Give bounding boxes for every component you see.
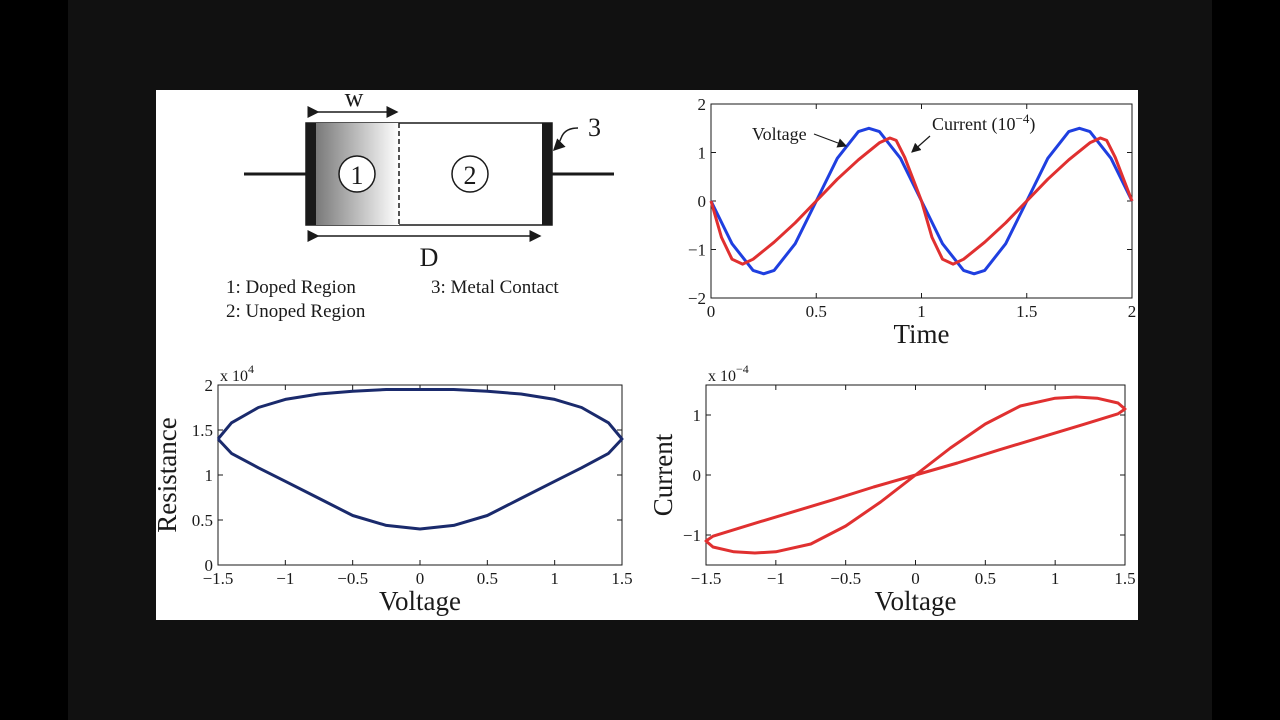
y-tick-label: 1: [698, 144, 707, 163]
y-tick-label: 0: [693, 466, 702, 485]
annotation-current-base: Current (10: [932, 114, 1015, 135]
x-tick-label: −0.5: [337, 569, 368, 588]
x-tick-label: 1: [917, 302, 926, 321]
x-axis-label: Voltage: [875, 586, 957, 616]
x-tick-label: 0.5: [975, 569, 996, 588]
x-tick-label: −1.5: [203, 569, 234, 588]
x-tick-label: −0.5: [830, 569, 861, 588]
figure-svg: 1 2 w D 3 1: Doped Region 2: Unoped Regi…: [152, 83, 1136, 616]
annotation-current-exponent: −4: [1015, 111, 1029, 126]
axis-multiplier-exponent: 4: [248, 362, 254, 376]
legend-doped-region: 1: Doped Region: [226, 277, 356, 298]
axis-multiplier-base: x 10: [708, 368, 736, 385]
region-1-marker: [338, 155, 376, 193]
x-tick-label: 1: [1051, 569, 1060, 588]
annotation-voltage-arrow: [813, 133, 848, 148]
current-voltage-plot: −1.5 −1 −0.5 0 0.5 1 1.5 1 0 −1 Voltage Current x 10…: [648, 362, 1136, 616]
axis-multiplier: x 104: [220, 362, 254, 385]
y-tick-label: 2: [698, 95, 707, 114]
left-metal-contact: [306, 123, 316, 225]
d-dimension-label: D: [420, 243, 439, 272]
series-line-curve: [216, 388, 624, 531]
y-tick-label: −2: [688, 289, 706, 308]
x-tick-label: −1.5: [691, 569, 722, 588]
region-2-label: 2: [464, 161, 477, 190]
x-tick-label: 1.5: [1016, 302, 1037, 321]
y-tick-label: 0: [205, 556, 214, 575]
plot-frame: [217, 384, 623, 566]
y-tick-label: 0.5: [192, 511, 213, 530]
contact-number-label: 3: [588, 113, 601, 142]
axis-multiplier-exponent: −4: [736, 362, 749, 376]
series-line-current: [709, 136, 1134, 266]
x-tick-label: 1.5: [1114, 569, 1135, 588]
legend-undoped-region: 2: Unoped Region: [226, 301, 366, 322]
annotation-voltage: Voltage: [752, 124, 807, 144]
y-tick-label: −1: [688, 241, 706, 260]
series-line-curve: [704, 395, 1127, 555]
right-metal-contact: [542, 123, 552, 225]
x-axis-label: Voltage: [379, 586, 461, 616]
region-1-label: 1: [351, 161, 364, 190]
x-tick-label: 2: [1128, 302, 1137, 321]
y-tick-label: 1: [205, 466, 214, 485]
y-tick-label: 1.5: [192, 421, 213, 440]
y-tick-label: 1: [693, 406, 702, 425]
contact-pointer-arrow: [552, 127, 579, 152]
legend-metal-contact: 3: Metal Contact: [431, 277, 559, 298]
region-2-marker: [451, 155, 489, 193]
x-tick-label: 0: [911, 569, 920, 588]
axis-multiplier: x 10−4: [708, 362, 749, 385]
y-axis-label: Resistance: [156, 417, 182, 532]
resistance-plot: −1.5 −1 −0.5 0 0.5 1 1.521.510.50VoltageResist…: [152, 362, 633, 616]
y-tick-label: 2: [205, 376, 214, 395]
x-tick-label: 0: [416, 569, 425, 588]
x-tick-label: 0.5: [806, 302, 827, 321]
x-tick-label: −1: [767, 569, 785, 588]
x-tick-label: 1.5: [611, 569, 632, 588]
x-tick-label: 1: [550, 569, 559, 588]
axis-multiplier-base: x 10: [220, 368, 248, 385]
w-dimension-label: w: [345, 90, 364, 112]
figure-panel: 1 2 w D 3 1: Doped Region 2: Unoped Regi…: [152, 83, 1138, 620]
y-axis-label: Current: [648, 433, 678, 516]
y-tick-label: 0: [698, 192, 707, 211]
x-tick-label: −1: [276, 569, 294, 588]
annotation-current-close: ): [1029, 114, 1035, 135]
device-diagram: 1 2 w D 3 1: Doped Region 2: Unoped Regi…: [226, 83, 614, 322]
annotation-current: Current (10−4): [932, 111, 1035, 135]
x-tick-label: 0.5: [477, 569, 498, 588]
time-plot: 0 0.5 1 1.5 2 2 1 0 −1 −2 Time Voltage Current (10−4…: [688, 95, 1136, 349]
x-tick-label: 0: [707, 302, 716, 321]
annotation-current-arrow: [911, 135, 931, 153]
x-axis-label: Time: [893, 319, 949, 349]
y-tick-label: −1: [683, 526, 701, 545]
